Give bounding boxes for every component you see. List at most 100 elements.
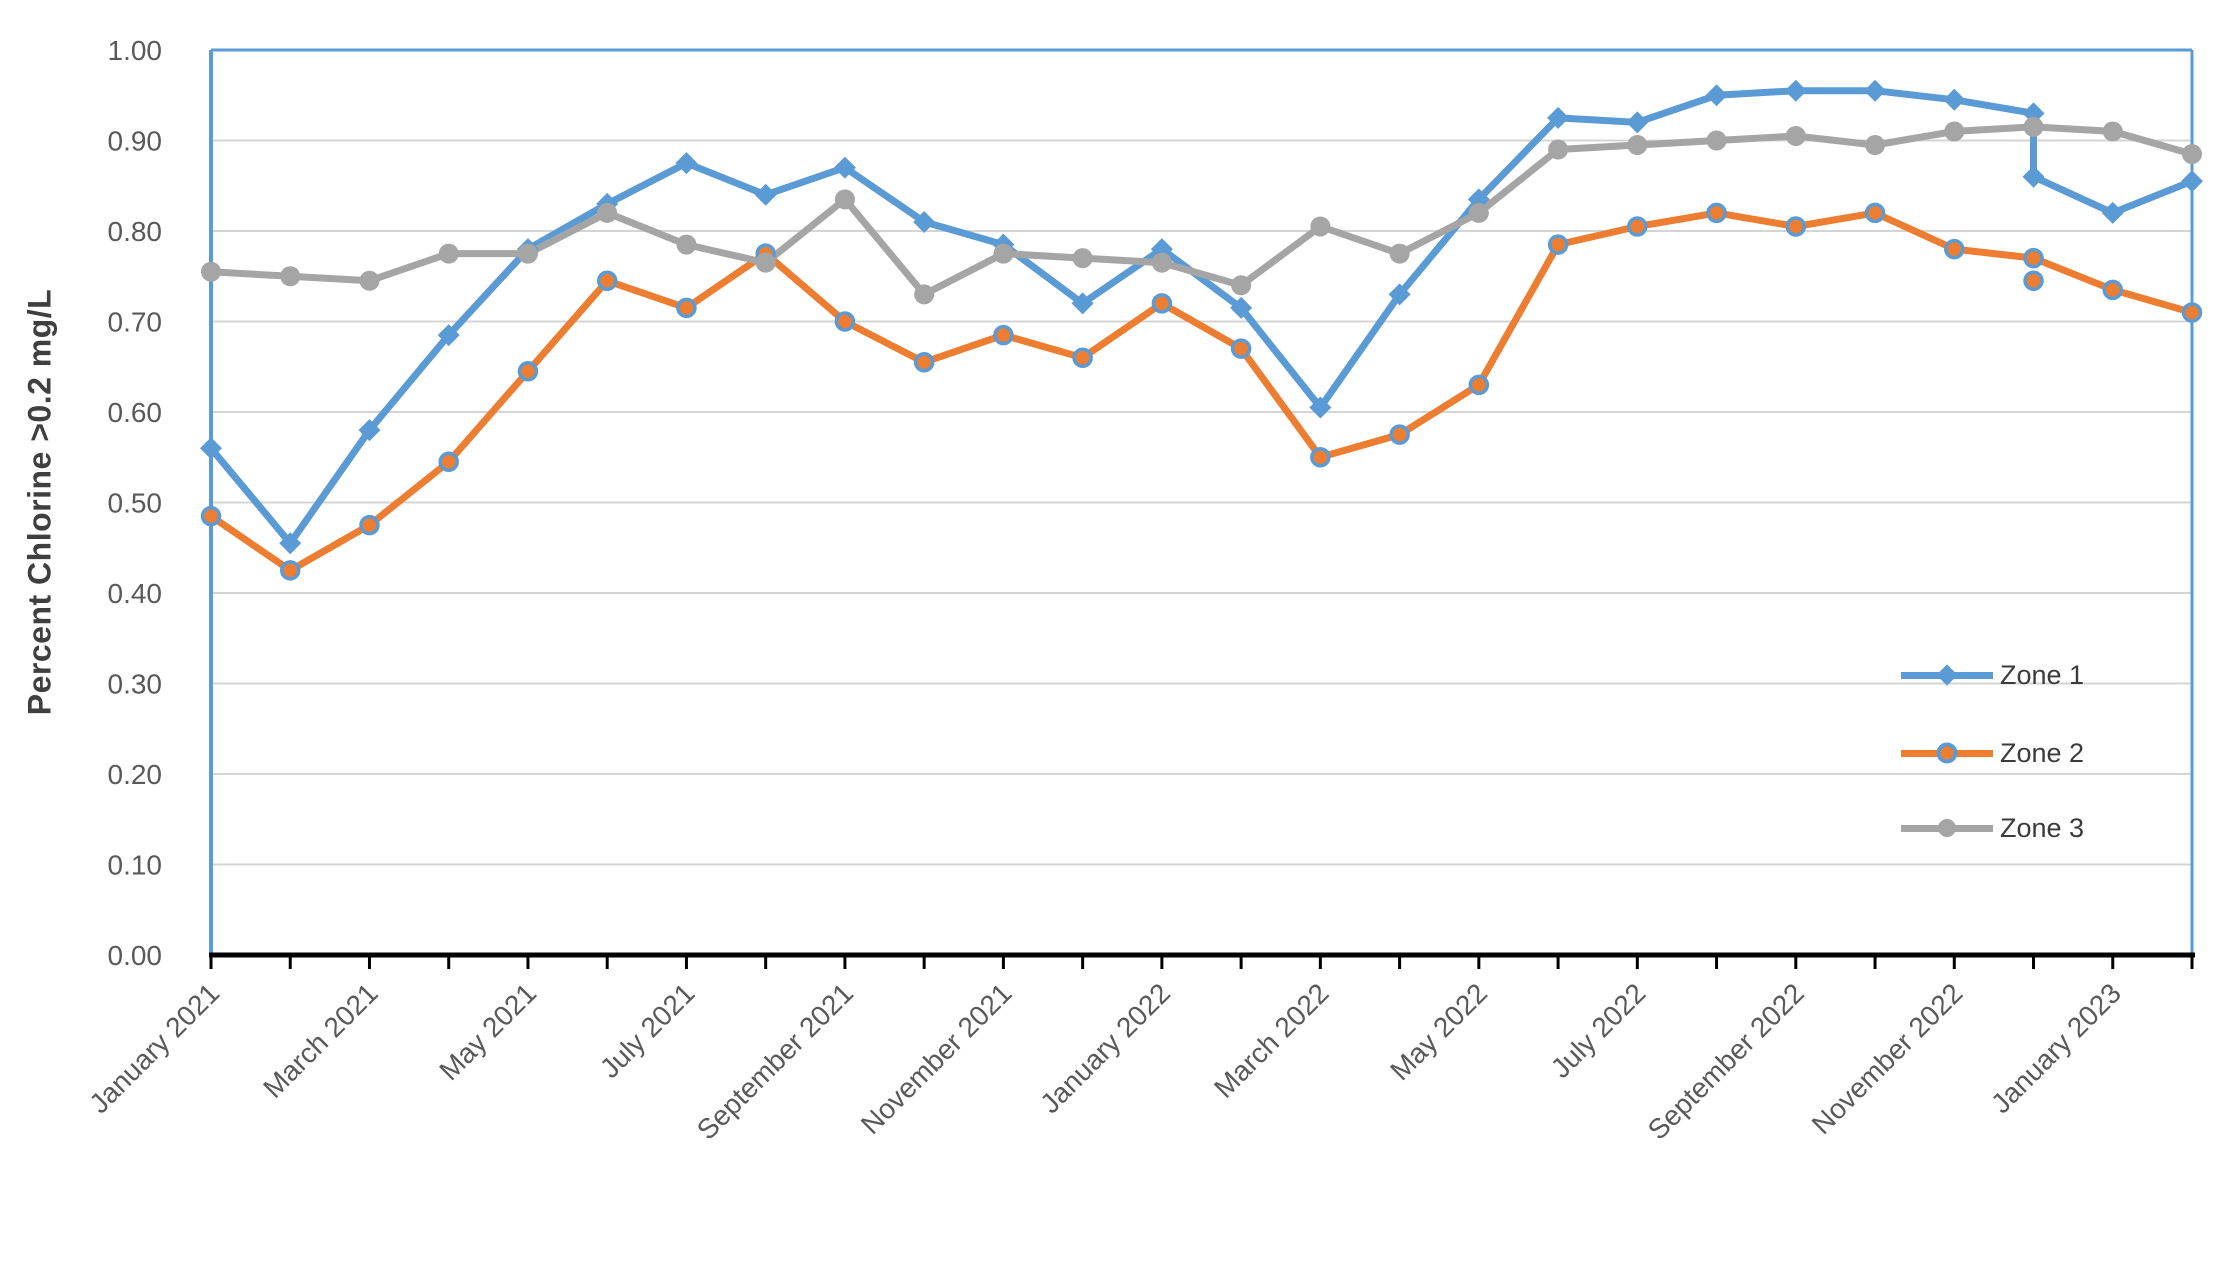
- marker-zone-1: [200, 437, 222, 460]
- marker-zone-3: [1389, 243, 1410, 264]
- marker-zone-2: [2023, 270, 2044, 292]
- marker-zone-2: [993, 324, 1014, 346]
- marker-zone-1: [2181, 170, 2203, 193]
- marker-zone-3: [1785, 125, 1806, 146]
- marker-zone-1: [754, 183, 777, 206]
- marker-zone-2: [1072, 347, 1093, 368]
- marker-zone-3: [359, 270, 380, 291]
- y-tick-label: 0.30: [108, 669, 163, 700]
- x-tick-label: November 2022: [1806, 977, 1969, 1140]
- marker-zone-1: [358, 419, 381, 442]
- marker-zone-3: [1231, 275, 1252, 296]
- marker-zone-3: [834, 189, 855, 210]
- marker-zone-1: [1071, 292, 1094, 315]
- marker-zone-3: [755, 252, 776, 273]
- x-tick-label: May 2021: [433, 977, 542, 1086]
- marker-zone-1: [913, 210, 936, 233]
- y-tick-label: 0.60: [108, 397, 163, 428]
- marker-zone-3: [517, 243, 538, 264]
- y-tick-label: 0.70: [108, 307, 163, 338]
- marker-zone-1: [1309, 396, 1332, 419]
- marker-zone-1: [1626, 111, 1649, 134]
- circle-marker-icon: [1936, 742, 1958, 764]
- x-tick-label: September 2022: [1642, 977, 1810, 1145]
- legend-item-zone-2: Zone 2: [1901, 733, 2084, 773]
- marker-zone-3: [914, 284, 935, 305]
- marker-zone-2: [1944, 238, 1965, 260]
- marker-zone-3: [201, 261, 221, 282]
- marker-zone-2: [1785, 216, 1807, 237]
- legend-item-zone-3: Zone 3: [1901, 808, 2084, 848]
- marker-zone-1: [1705, 84, 1728, 107]
- y-tick-label: 0.40: [108, 578, 163, 609]
- marker-zone-2: [2102, 279, 2124, 301]
- marker-zone-2: [2181, 302, 2203, 323]
- legend-item-zone-1: Zone 1: [1901, 655, 2084, 695]
- y-tick-label: 0.50: [108, 488, 163, 519]
- legend-label-zone-3: Zone 3: [2000, 812, 2085, 843]
- y-tick-label: 0.20: [108, 759, 163, 790]
- marker-zone-1: [1547, 106, 1570, 129]
- marker-zone-3: [1627, 135, 1648, 156]
- marker-zone-3: [1310, 216, 1331, 237]
- marker-zone-1: [1943, 88, 1966, 111]
- y-tick-label: 0.10: [108, 850, 163, 881]
- y-axis-title: Percent Chlorine >0.2 mg/L: [21, 288, 58, 716]
- marker-zone-2: [1468, 374, 1490, 396]
- marker-zone-2: [1706, 202, 1727, 224]
- x-tick-label: January 2022: [1034, 977, 1176, 1119]
- x-tick-label: September 2021: [691, 977, 859, 1145]
- marker-zone-3: [1706, 130, 1727, 151]
- x-tick-label: November 2021: [855, 977, 1018, 1140]
- marker-zone-1: [2022, 165, 2045, 188]
- marker-zone-1: [437, 324, 460, 347]
- x-tick-label: January 2023: [1985, 977, 2127, 1119]
- marker-zone-2: [517, 361, 539, 382]
- marker-zone-3: [1072, 248, 1093, 269]
- marker-zone-2: [359, 514, 380, 536]
- x-tick-label: January 2021: [83, 977, 225, 1119]
- diamond-marker-icon: [1936, 664, 1958, 686]
- marker-zone-2: [1310, 447, 1331, 468]
- marker-zone-1: [833, 156, 856, 179]
- legend-line-zone-3: [1901, 819, 1993, 837]
- y-tick-label: 0.00: [108, 940, 163, 971]
- y-tick-label: 0.90: [108, 126, 163, 157]
- marker-zone-3: [280, 266, 301, 287]
- marker-zone-2: [1151, 293, 1173, 314]
- marker-zone-3: [993, 243, 1014, 264]
- marker-zone-1: [1784, 79, 1807, 102]
- marker-zone-1: [1864, 79, 1887, 102]
- legend-label-zone-1: Zone 1: [2000, 659, 2085, 690]
- marker-zone-3: [1865, 135, 1886, 156]
- circle-marker-icon: [1938, 819, 1956, 837]
- x-tick-label: March 2021: [257, 977, 383, 1103]
- marker-zone-2: [1389, 424, 1410, 445]
- marker-zone-2: [913, 351, 935, 373]
- marker-zone-2: [834, 311, 856, 332]
- marker-zone-3: [1944, 121, 1965, 142]
- legend-line-zone-1: [1901, 664, 1993, 686]
- marker-zone-2: [676, 297, 697, 319]
- legend-label-zone-2: Zone 2: [2000, 737, 2085, 768]
- marker-zone-1: [2101, 201, 2124, 224]
- marker-zone-2: [1864, 202, 1886, 224]
- marker-zone-2: [2023, 247, 2044, 269]
- marker-zone-1: [1388, 283, 1411, 306]
- y-tick-label: 1.00: [108, 35, 163, 66]
- x-tick-label: July 2021: [594, 977, 701, 1084]
- x-tick-label: March 2022: [1208, 977, 1334, 1103]
- series-line-zone-1: [207, 87, 2196, 547]
- marker-zone-2: [279, 560, 301, 581]
- marker-zone-3: [1548, 139, 1569, 160]
- marker-zone-3: [597, 202, 618, 223]
- marker-zone-1: [279, 532, 302, 555]
- marker-zone-3: [1468, 202, 1489, 223]
- x-tick-label: May 2022: [1384, 977, 1493, 1086]
- marker-zone-2: [1547, 234, 1569, 255]
- marker-zone-3: [676, 234, 697, 255]
- marker-zone-3: [2182, 144, 2202, 165]
- series-line-zone-2: [207, 209, 2196, 574]
